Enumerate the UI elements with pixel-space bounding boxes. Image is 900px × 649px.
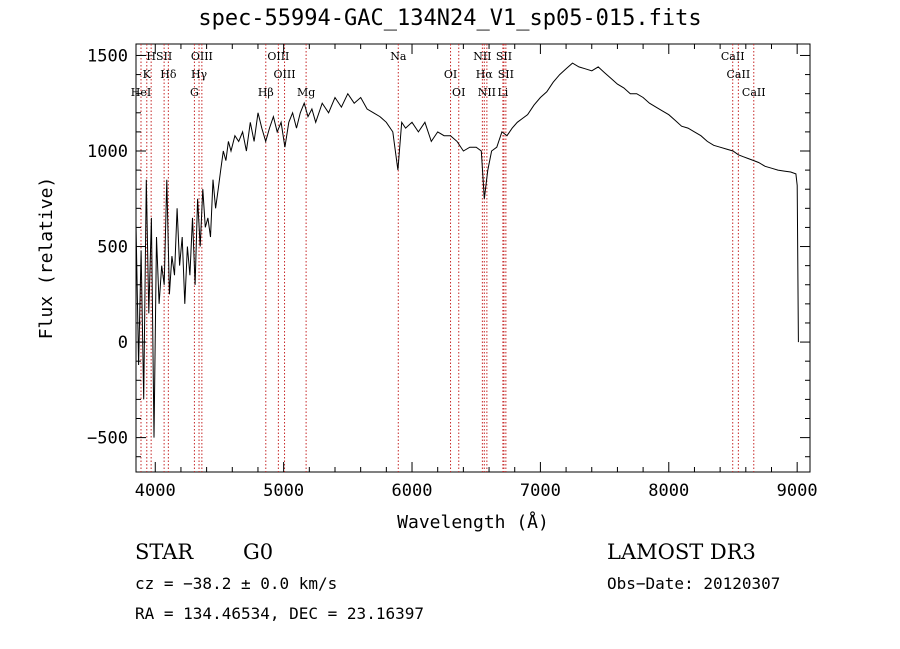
x-tick-label: 4000 [135, 481, 176, 501]
class-label: STAR [135, 540, 194, 564]
chart-title: spec-55994-GAC_134N24_V1_sp05-015.fits [198, 6, 702, 31]
line-label: OIII [267, 50, 289, 63]
coordinates-readout: RA = 134.46534, DEC = 23.16397 [135, 604, 424, 623]
line-label: OIII [274, 68, 296, 81]
line-label: Hδ [160, 68, 177, 81]
line-label: G [190, 86, 199, 99]
line-label: Na [390, 50, 407, 63]
spectral-line-markers [140, 44, 755, 472]
survey-label: LAMOST DR3 [607, 540, 756, 564]
x-tick-label: 5000 [263, 481, 304, 501]
y-axis-label: Flux (relative) [36, 177, 57, 340]
y-tick-label: 1500 [87, 46, 128, 66]
line-label: SII [156, 50, 172, 63]
line-label: Hα [476, 68, 494, 81]
line-label: Hγ [191, 68, 208, 81]
line-label: OI [444, 68, 457, 81]
y-tick-label: 1000 [87, 142, 128, 162]
y-tick-label: −500 [87, 429, 128, 449]
line-label: H [146, 50, 156, 63]
plot-frame [135, 43, 811, 473]
x-tick-label: 8000 [648, 481, 689, 501]
line-label: HeI [131, 86, 151, 99]
y-tick-label: 0 [118, 333, 128, 353]
line-label: OIII [191, 50, 213, 63]
line-label: CaII [727, 68, 751, 81]
cz-readout: cz = −38.2 ± 0.0 km/s [135, 574, 338, 593]
x-axis-label: Wavelength (Å) [397, 511, 549, 533]
line-label: NII [473, 50, 491, 63]
axis-ticks: 4000 5000 6000 7000 8000 9000 −500 0 500 1000 1500 [87, 44, 818, 501]
line-label: SII [496, 50, 512, 63]
subclass-label: G0 [243, 540, 274, 564]
line-label: OI [452, 86, 465, 99]
y-tick-label: 500 [97, 238, 128, 258]
line-label: CaII [742, 86, 766, 99]
spectrum-series-line [135, 62, 799, 438]
x-tick-label: 9000 [777, 481, 818, 501]
x-tick-label: 6000 [392, 481, 433, 501]
line-label: SII [498, 68, 514, 81]
line-label: K [143, 68, 152, 81]
line-label: NII [478, 86, 496, 99]
line-label: Hβ [258, 86, 274, 99]
obs-date-readout: Obs−Date: 20120307 [607, 574, 781, 593]
x-tick-label: 7000 [520, 481, 561, 501]
line-label: Mg [297, 86, 315, 99]
spectral-line-labels: HKHeISIIHδGOIIIHγHβOIIIOIIIMgNaOIOINIIHα… [131, 50, 766, 99]
line-label: Li [497, 86, 508, 99]
line-label: CaII [721, 50, 745, 63]
